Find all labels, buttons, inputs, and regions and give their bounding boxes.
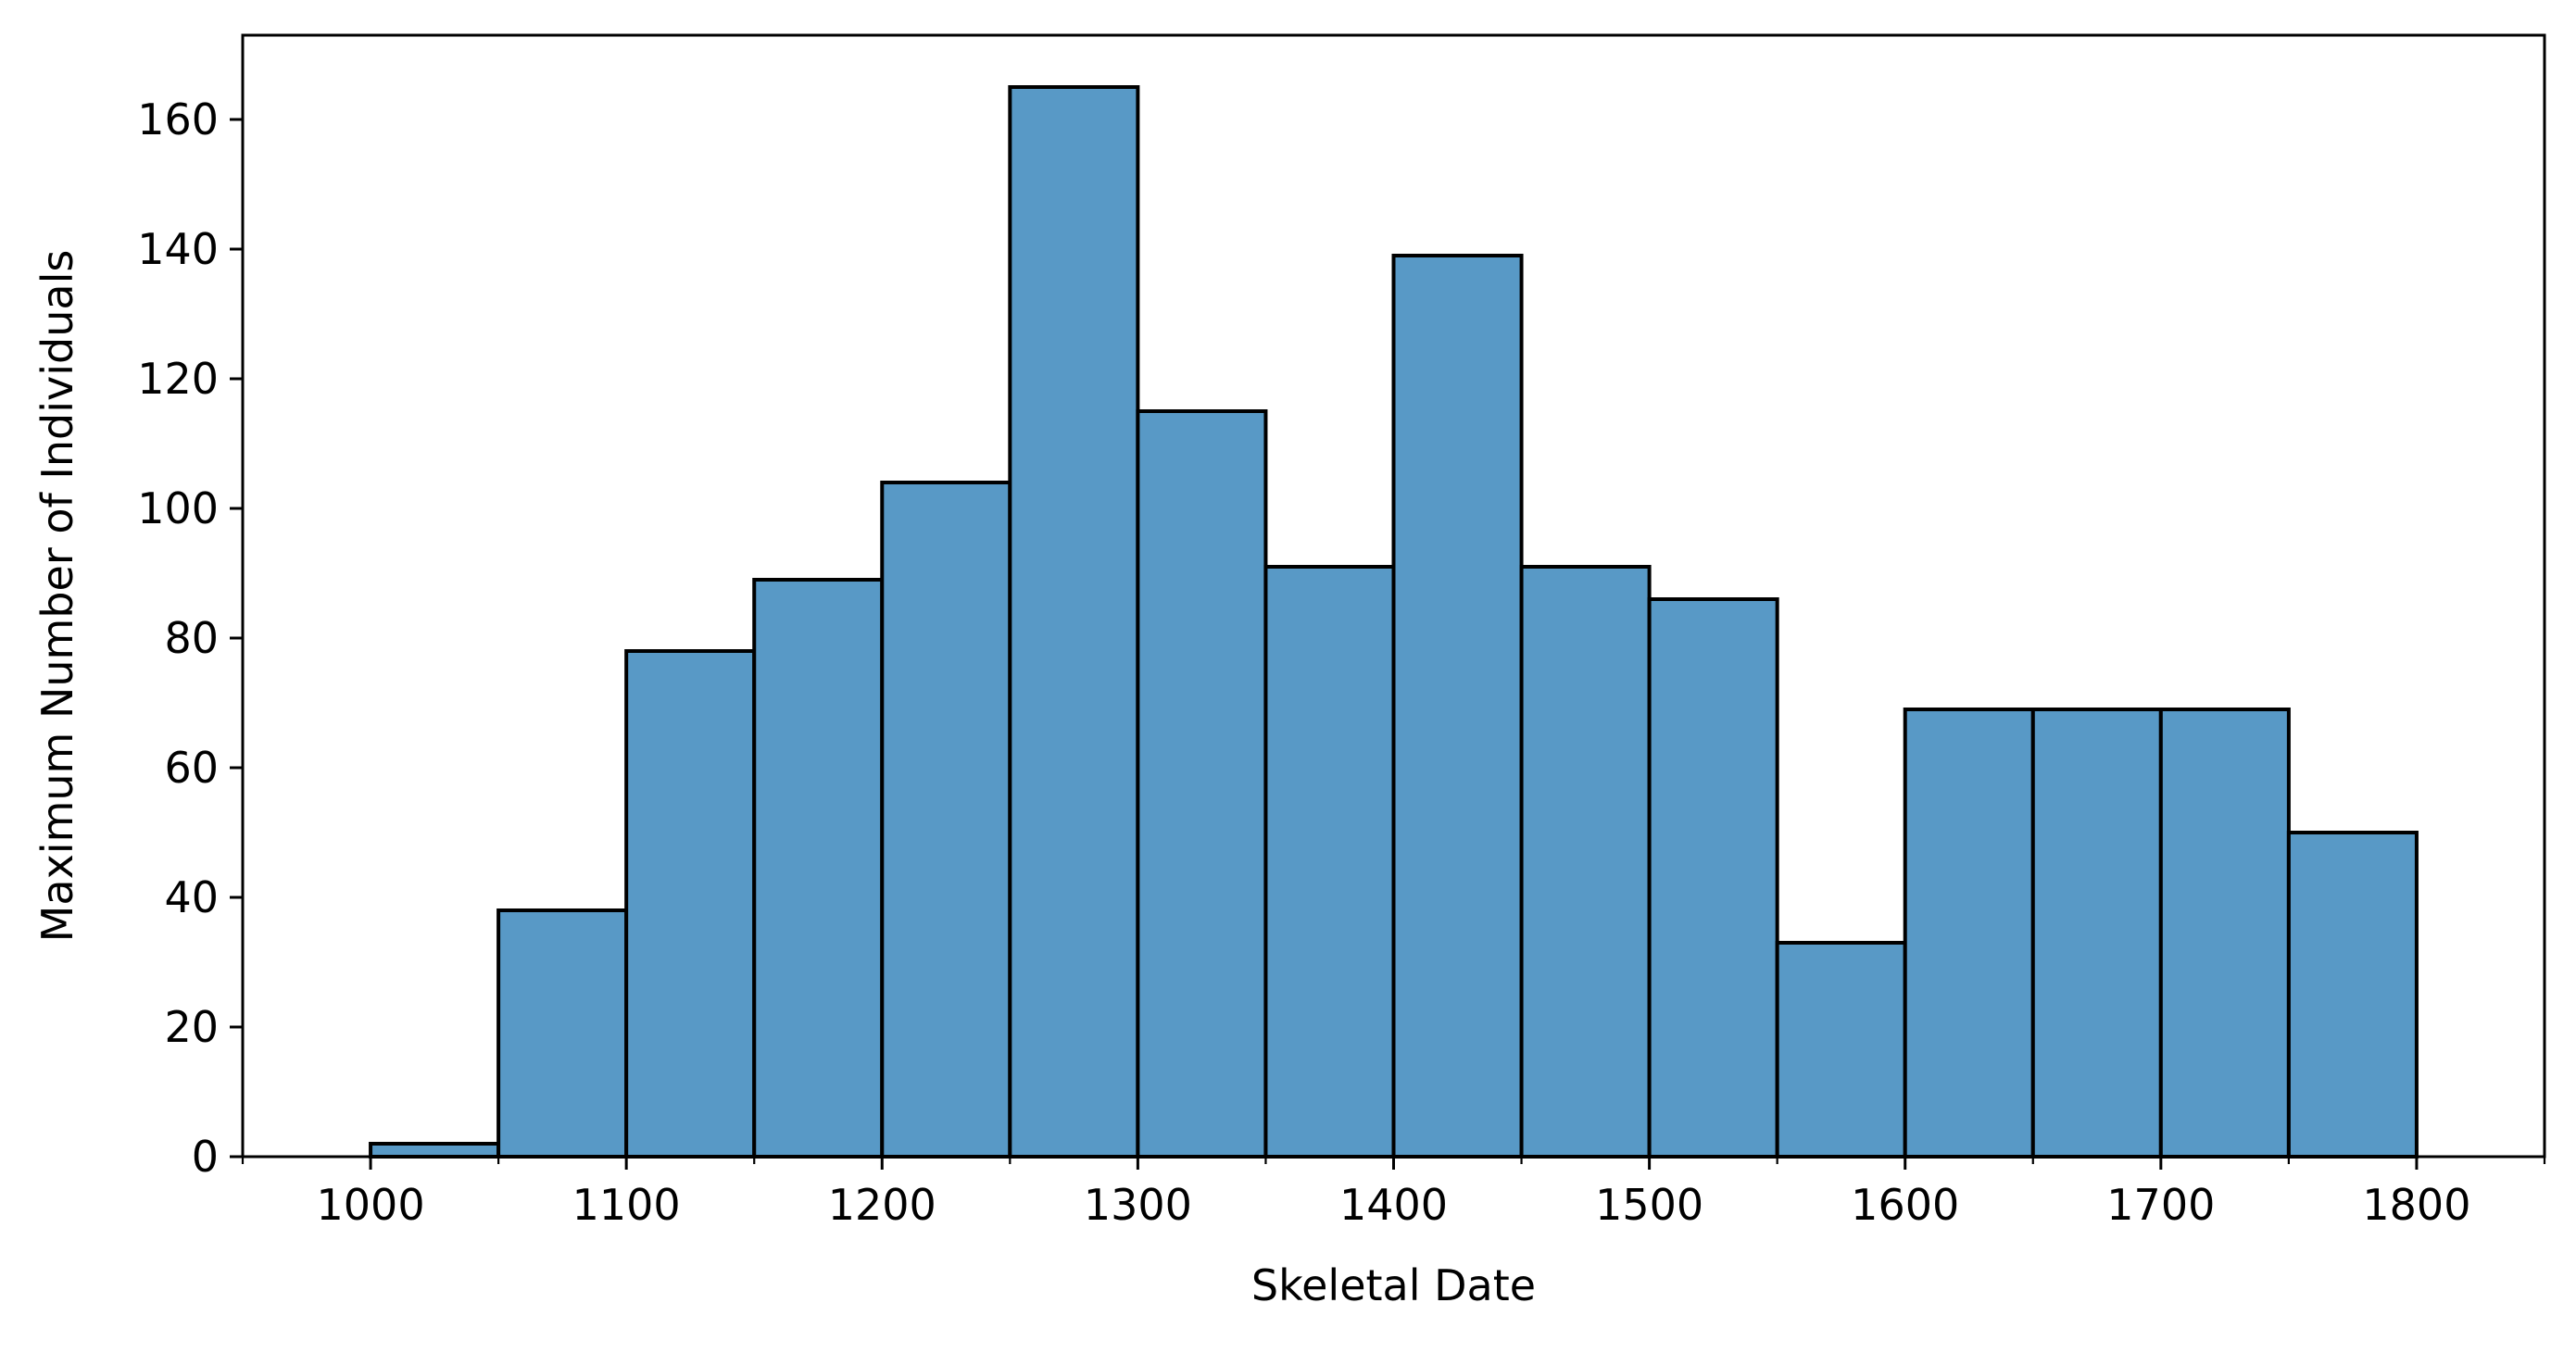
x-tick-label: 1700 <box>2106 1180 2215 1230</box>
y-tick-label: 140 <box>137 224 219 274</box>
x-tick-label: 1600 <box>1851 1180 1959 1230</box>
x-tick-label: 1100 <box>572 1180 681 1230</box>
histogram-bar-1250-1300 <box>1008 85 1140 1159</box>
histogram-bar-1500-1550 <box>1647 597 1779 1159</box>
histogram-bar-1300-1350 <box>1136 409 1268 1159</box>
ticks-layer: 1000 1100 1200 1300 1400 1500 1600 1700 1800 0 20 4… <box>137 94 2546 1230</box>
x-tick-label: 1800 <box>2362 1180 2470 1230</box>
histogram-bar-1600-1650 <box>1903 708 2035 1159</box>
y-tick-label: 160 <box>137 94 219 144</box>
y-tick-label: 40 <box>164 872 219 922</box>
x-axis-title: Skeletal Date <box>1251 1260 1536 1310</box>
y-tick-label: 60 <box>164 743 219 793</box>
x-tick-label: 1400 <box>1339 1180 1448 1230</box>
y-tick-label: 80 <box>164 613 219 663</box>
histogram-bar-1000-1050 <box>369 1142 501 1159</box>
y-axis-title: Maximum Number of Individuals <box>32 250 82 943</box>
histogram-bar-1700-1750 <box>2158 708 2291 1159</box>
histogram-bar-1350-1400 <box>1263 565 1396 1159</box>
y-tick-label: 100 <box>137 483 219 533</box>
bars-layer <box>369 85 2419 1159</box>
histogram-bar-1650-1700 <box>2030 708 2163 1159</box>
x-tick-label: 1200 <box>828 1180 936 1230</box>
histogram-bar-1400-1450 <box>1391 254 1524 1159</box>
y-tick-label: 120 <box>137 354 219 404</box>
histogram-bar-1550-1600 <box>1775 941 1907 1159</box>
y-tick-label: 20 <box>164 1002 219 1052</box>
x-tick-label: 1500 <box>1595 1180 1703 1230</box>
x-tick-label: 1300 <box>1084 1180 1192 1230</box>
histogram-bar-1100-1150 <box>624 649 757 1159</box>
histogram-bar-1200-1250 <box>880 481 1012 1159</box>
y-tick-label: 0 <box>192 1132 219 1182</box>
histogram-bar-1050-1100 <box>496 908 629 1159</box>
histogram-bar-1450-1500 <box>1519 565 1652 1159</box>
x-tick-label: 1000 <box>317 1180 425 1230</box>
histogram-bar-1750-1800 <box>2286 831 2419 1159</box>
histogram-bar-1150-1200 <box>752 578 885 1159</box>
